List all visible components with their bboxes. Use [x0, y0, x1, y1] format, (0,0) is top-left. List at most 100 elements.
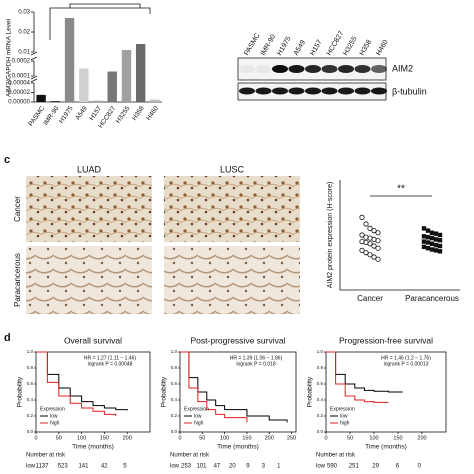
lane-label: H460: [375, 39, 389, 57]
axis-break: [30, 75, 38, 83]
blot-band: [321, 87, 338, 95]
ihc-image: [164, 176, 300, 242]
data-point: [429, 241, 435, 246]
blot-band: [272, 65, 288, 73]
y-tick-label: 0.00004: [8, 81, 30, 87]
x-axis-label: Time (months): [365, 444, 407, 451]
x-tick-label: H1975: [58, 105, 75, 125]
data-point: [421, 226, 427, 231]
legend-title: Expression: [330, 406, 355, 412]
plot-title: Post-progressive survival: [191, 335, 286, 345]
data-point: [437, 238, 443, 243]
data-point: [421, 234, 427, 239]
data-point: [421, 239, 427, 244]
x-tick-label: 50: [347, 435, 353, 441]
x-tick-label: 0: [178, 435, 181, 441]
risk-value: 141: [78, 464, 89, 470]
x-tick-label: 200: [417, 435, 426, 441]
risk-value: 590: [327, 464, 338, 470]
legend-label: high: [340, 420, 350, 426]
survival-curve: [36, 351, 117, 416]
band-label: AIM2: [392, 63, 413, 73]
x-tick-label: 200: [265, 435, 274, 441]
y-tick-label: 0.0: [27, 429, 34, 434]
data-point: [359, 247, 365, 253]
survival-curve: [36, 351, 128, 411]
risk-value: 5: [123, 464, 127, 470]
panel-letter: d: [4, 332, 11, 344]
plot-frame: [179, 351, 297, 433]
blot-band: [354, 87, 371, 95]
lane-label: H1975: [276, 35, 292, 56]
data-point: [359, 214, 365, 220]
risk-title: Number at risk: [26, 453, 66, 459]
x-tick-label: 100: [220, 435, 229, 441]
data-point: [367, 225, 373, 231]
blot-band: [305, 65, 321, 73]
x-tick-label: IMR-90: [42, 105, 60, 127]
data-point: [375, 230, 381, 236]
bar: [79, 68, 89, 102]
data-point: [421, 244, 427, 250]
x-tick-label: 0: [324, 435, 327, 441]
blot-band: [239, 87, 255, 95]
lane-label: A549: [293, 39, 307, 57]
x-tick-label: 250: [287, 435, 296, 441]
blot-band: [255, 65, 272, 73]
data-point: [367, 252, 373, 258]
x-tick-label: 150: [393, 435, 402, 441]
p-text: logrank P = 0.00013: [384, 361, 429, 367]
x-tick-label: 150: [100, 435, 109, 441]
y-axis-label: Probability: [307, 376, 314, 407]
risk-value: 253: [181, 464, 192, 470]
blot-band: [255, 87, 272, 95]
y-tick-label: 0.0002: [12, 59, 31, 65]
data-point: [425, 246, 431, 251]
lane-label: H358: [359, 39, 373, 57]
data-point: [437, 243, 443, 249]
x-axis-label: Time (months): [72, 444, 114, 451]
data-point: [371, 254, 377, 260]
blot-band: [371, 87, 387, 95]
data-point: [433, 231, 439, 236]
risk-value: 9: [246, 464, 250, 470]
data-point: [375, 245, 381, 251]
risk-title: Number at risk: [170, 453, 210, 459]
hr-text: HR = 1.45 (1.2 − 1.76): [381, 355, 431, 361]
blot-band: [239, 65, 255, 73]
x-tick-label: H3255: [115, 105, 132, 125]
y-tick-label: 0.6: [317, 381, 324, 386]
axis-break: [30, 51, 38, 61]
data-point: [437, 249, 443, 254]
y-tick-label: 0.8: [27, 365, 34, 370]
x-axis-label: Time (months): [217, 444, 259, 451]
blot-band: [305, 87, 321, 95]
bar: [121, 50, 132, 102]
blot-band: [321, 65, 338, 73]
y-tick-label: 0.2: [317, 413, 324, 418]
blot-band: [338, 87, 354, 95]
risk-value: 20: [229, 464, 236, 470]
x-tick-label: 200: [123, 435, 132, 441]
bar: [107, 71, 117, 102]
risk-value: 251: [349, 464, 360, 470]
bar: [93, 100, 103, 102]
data-point: [371, 243, 377, 249]
legend-label: low: [340, 413, 348, 419]
y-tick-label: 0.8: [171, 365, 178, 370]
y-axis-label: Probability: [161, 376, 168, 407]
y-tick-label: 1.0: [171, 349, 178, 354]
lane-label: H3255: [342, 35, 358, 56]
bar: [135, 44, 146, 102]
data-point: [433, 242, 439, 248]
p-text: logrank P = 0.018: [236, 361, 275, 367]
x-tick-label: Paracancerous: [405, 294, 459, 303]
hr-text: HR = 1.39 (1.06 − 1.86): [230, 355, 283, 361]
band-label: β-tubulin: [392, 86, 427, 96]
x-tick-label: 100: [369, 435, 378, 441]
data-point: [425, 240, 431, 245]
y-tick-label: 1.0: [27, 349, 34, 354]
plot-frame: [35, 351, 151, 433]
x-tick-label: 150: [242, 435, 251, 441]
data-point: [371, 228, 377, 234]
